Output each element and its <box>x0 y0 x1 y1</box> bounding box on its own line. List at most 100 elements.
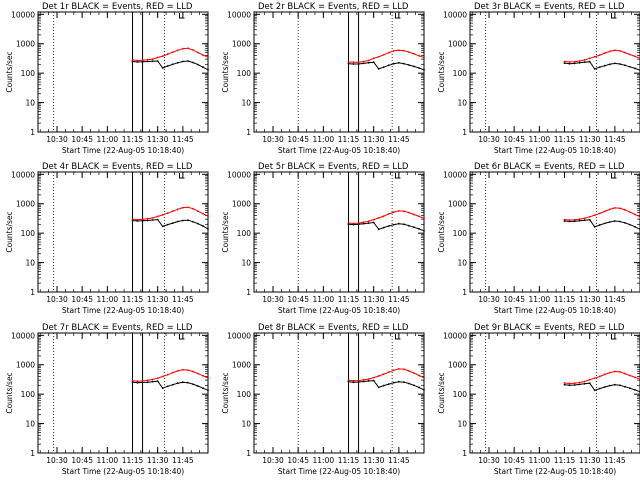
events-point <box>629 223 631 226</box>
events-point <box>141 219 144 222</box>
events-point <box>588 382 591 385</box>
events-point <box>624 64 626 67</box>
events-point <box>146 381 149 384</box>
events-point <box>588 218 591 221</box>
y-tick-label: 10000 <box>443 331 467 340</box>
events-point <box>397 380 400 383</box>
plot-frame <box>253 332 425 454</box>
events-point <box>207 68 209 71</box>
lld-point <box>166 373 169 376</box>
events-point <box>192 220 194 223</box>
events-line <box>564 61 640 71</box>
events-line <box>132 380 209 391</box>
lld-point <box>578 381 581 384</box>
interval-marker <box>610 173 617 179</box>
lld-point <box>136 380 139 383</box>
events-point <box>387 64 390 67</box>
events-point <box>166 223 169 226</box>
events-point <box>423 229 425 232</box>
lld-point <box>573 60 576 63</box>
x-tick-label: 11:30 <box>579 135 601 144</box>
x-tick-label: 11:15 <box>554 456 576 465</box>
events-point <box>156 380 159 383</box>
events-point <box>387 383 390 385</box>
events-point <box>598 66 601 69</box>
lld-point <box>608 50 611 53</box>
x-axis-label: Start Time (22-Aug-05 10:18:40) <box>494 467 616 476</box>
events-point <box>413 226 415 229</box>
y-tick-label: 10000 <box>227 170 251 179</box>
events-point <box>588 60 591 63</box>
y-tick-label: 1000 <box>16 200 35 209</box>
events-point <box>141 381 144 384</box>
events-line <box>132 219 209 230</box>
x-tick-label: 11:30 <box>363 135 385 144</box>
x-tick-label: 11:00 <box>97 456 119 465</box>
events-point <box>629 387 631 390</box>
x-axis-label: Start Time (22-Aug-05 10:18:40) <box>278 306 400 315</box>
lld-point <box>392 369 395 372</box>
lld-point <box>608 208 611 211</box>
x-tick-label: 10:30 <box>46 295 68 304</box>
lld-point <box>156 56 159 59</box>
lld-line <box>348 49 425 63</box>
x-tick-label: 10:45 <box>287 456 309 465</box>
plot-frame <box>469 11 640 133</box>
events-point <box>613 220 616 222</box>
x-tick-label: 11:15 <box>338 295 360 304</box>
y-tick-label: 10000 <box>11 170 35 179</box>
events-point <box>207 389 209 392</box>
events-point <box>634 67 636 70</box>
panel-title: Det 6r BLACK = Events, RED = LLD <box>474 162 625 172</box>
lld-line <box>564 207 640 221</box>
y-tick-label: 1000 <box>232 40 251 49</box>
events-line <box>564 382 640 393</box>
events-point <box>131 219 134 222</box>
events-point <box>151 219 154 221</box>
events-point <box>593 389 596 392</box>
events-point <box>197 385 199 387</box>
lld-point <box>578 60 581 62</box>
lld-point <box>413 213 415 216</box>
events-point <box>387 225 390 227</box>
y-tick-label: 1000 <box>448 361 467 370</box>
events-point <box>151 60 154 63</box>
y-tick-label: 1 <box>30 449 35 458</box>
lld-point <box>352 379 355 382</box>
x-tick-label: 10:30 <box>46 456 68 465</box>
y-axis-label: Counts/sec <box>437 211 446 252</box>
lld-point <box>403 49 405 52</box>
x-tick-label: 10:30 <box>478 456 500 465</box>
lld-point <box>131 379 134 382</box>
events-point <box>181 60 184 63</box>
events-point <box>578 383 581 386</box>
lld-point <box>397 368 400 370</box>
events-point <box>608 221 611 223</box>
lld-point <box>603 52 606 54</box>
lld-point <box>187 369 189 371</box>
interval-marker <box>178 334 185 340</box>
y-axis-label: Counts/sec <box>5 211 14 252</box>
y-tick-label: 10 <box>25 99 35 108</box>
lld-point <box>197 51 199 54</box>
y-tick-label: 100 <box>453 69 468 78</box>
events-point <box>176 382 179 385</box>
panel-title: Det 3r BLACK = Events, RED = LLD <box>474 2 625 12</box>
y-tick-label: 100 <box>237 69 252 78</box>
events-point <box>634 225 636 228</box>
lld-point <box>413 53 415 55</box>
events-point <box>171 222 174 225</box>
events-point <box>347 62 350 65</box>
events-point <box>392 223 395 226</box>
events-point <box>377 228 380 231</box>
lld-point <box>603 210 606 213</box>
plot-frame <box>253 11 425 133</box>
interval-marker <box>178 13 185 19</box>
lld-point <box>598 375 601 378</box>
x-tick-label: 11:30 <box>147 135 169 144</box>
events-point <box>408 64 410 66</box>
y-tick-label: 10000 <box>11 10 35 19</box>
interval-marker <box>394 13 401 19</box>
lld-point <box>418 374 420 377</box>
events-point <box>593 68 596 70</box>
